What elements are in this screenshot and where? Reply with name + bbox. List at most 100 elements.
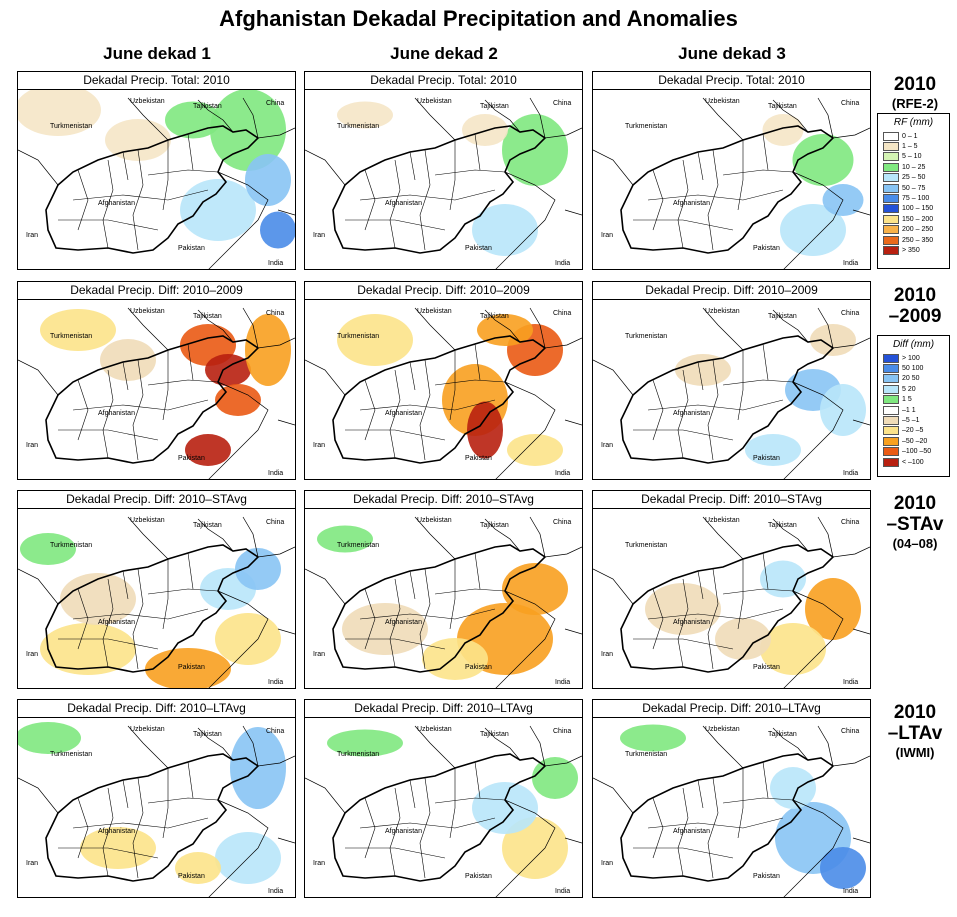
legend-label: 150 – 200 bbox=[902, 215, 934, 223]
country-label-tajikistan: Tajikistan bbox=[768, 313, 797, 320]
afghanistan-border bbox=[332, 544, 547, 673]
province-boundary bbox=[697, 361, 704, 391]
country-label-afghanistan: Afghanistan bbox=[673, 828, 710, 835]
legend-item: < –100 bbox=[878, 457, 949, 467]
province-boundary bbox=[409, 570, 416, 600]
precipitation-area bbox=[472, 782, 538, 834]
province-boundary bbox=[434, 379, 506, 386]
province-boundary bbox=[102, 159, 114, 249]
country-label-china: China bbox=[841, 310, 859, 317]
legend-item: –50 –20 bbox=[878, 436, 949, 446]
country-label-afghanistan: Afghanistan bbox=[98, 619, 135, 626]
country-border bbox=[414, 97, 456, 141]
afghanistan-border bbox=[332, 753, 547, 882]
province-boundary bbox=[187, 343, 194, 381]
difference-legend-title: Diff (mm) bbox=[892, 339, 935, 350]
country-label-pakistan: Pakistan bbox=[178, 664, 205, 671]
province-boundary bbox=[737, 559, 744, 630]
country-label-turkmenistan: Turkmenistan bbox=[337, 123, 379, 130]
province-boundary bbox=[72, 189, 209, 201]
country-label-india: India bbox=[843, 679, 858, 686]
precipitation-map: Uzbekistan Tajikistan China Turkmenistan Afg… bbox=[18, 722, 295, 897]
row-label-line: –LTAv bbox=[887, 723, 943, 744]
map-panel: Dekadal Precip. Diff: 2010–STAvg Uzbekist… bbox=[17, 490, 296, 689]
province-boundary bbox=[162, 140, 169, 211]
precipitation-map: Uzbekistan Tajikistan China Turkmenistan Afg… bbox=[18, 90, 295, 269]
country-label-china: China bbox=[266, 310, 284, 317]
afghanistan-border bbox=[620, 753, 835, 882]
country-border bbox=[783, 590, 844, 688]
legend-label: –100 –50 bbox=[902, 448, 932, 456]
country-label-afghanistan: Afghanistan bbox=[98, 200, 135, 207]
legend-swatch bbox=[883, 426, 899, 436]
country-label-iran: Iran bbox=[26, 442, 38, 449]
province-boundary bbox=[707, 149, 719, 251]
province-boundary bbox=[122, 779, 129, 809]
country-label-turkmenistan: Turkmenistan bbox=[337, 333, 379, 340]
precipitation-area bbox=[60, 573, 136, 625]
province-boundary bbox=[434, 169, 506, 176]
country-border bbox=[305, 777, 346, 814]
province-boundary bbox=[102, 369, 114, 459]
country-border bbox=[772, 99, 809, 133]
map-panel: Dekadal Precip. Total: 2010 Uzbekistan Taj… bbox=[592, 71, 871, 270]
legend-label: 0 – 1 bbox=[902, 132, 918, 140]
row-label-line: –2009 bbox=[888, 306, 942, 327]
precipitation-map: Uzbekistan Tajikistan China Turkmenistan Afg… bbox=[593, 307, 870, 479]
country-label-india: India bbox=[843, 260, 858, 267]
country-label-china: China bbox=[841, 728, 859, 735]
panel-title: Dekadal Precip. Total: 2010 bbox=[18, 72, 295, 90]
precipitation-area bbox=[645, 583, 721, 635]
country-border bbox=[305, 359, 346, 396]
precipitation-area bbox=[230, 727, 286, 809]
legend-swatch bbox=[883, 245, 899, 255]
row-label-source: (IWMI) bbox=[895, 745, 935, 760]
country-label-pakistan: Pakistan bbox=[465, 455, 492, 462]
country-label-uzbekistan: Uzbekistan bbox=[417, 517, 452, 524]
country-label-china: China bbox=[841, 519, 859, 526]
country-border bbox=[127, 725, 169, 769]
precipitation-area bbox=[620, 724, 686, 752]
legend-label: 25 – 50 bbox=[902, 174, 926, 182]
country-border bbox=[564, 209, 582, 216]
country-border bbox=[484, 309, 521, 343]
province-boundary bbox=[72, 399, 209, 411]
legend-label: 50 100 bbox=[902, 365, 924, 373]
precipitation-area bbox=[105, 119, 171, 161]
legend-swatch bbox=[883, 374, 899, 384]
province-boundary bbox=[697, 779, 704, 809]
country-label-uzbekistan: Uzbekistan bbox=[417, 726, 452, 733]
country-border bbox=[564, 419, 582, 426]
precipitation-area bbox=[342, 603, 428, 655]
country-label-turkmenistan: Turkmenistan bbox=[625, 542, 667, 549]
province-boundary bbox=[147, 169, 219, 176]
country-label-iran: Iran bbox=[313, 442, 325, 449]
country-label-tajikistan: Tajikistan bbox=[768, 731, 797, 738]
province-boundary bbox=[132, 568, 144, 670]
legend-swatch bbox=[883, 235, 899, 245]
province-boundary bbox=[132, 359, 144, 461]
legend-swatch bbox=[883, 416, 899, 426]
country-border bbox=[852, 209, 870, 216]
country-border bbox=[18, 777, 59, 814]
legend-label: –20 –5 bbox=[902, 427, 924, 435]
row-label-line: 2010 bbox=[893, 493, 937, 514]
precipitation-map: Uzbekistan Tajikistan China Turkmenistan Afg… bbox=[593, 97, 870, 269]
province-boundary bbox=[364, 797, 376, 859]
province-boundary bbox=[345, 847, 446, 859]
province-boundary bbox=[737, 768, 744, 839]
province-boundary bbox=[762, 552, 769, 590]
rainfall-legend: RF (mm) 0 – 1 1 – 5 5 – 10 10 – 25 25 – 50 50… bbox=[877, 113, 950, 269]
precipitation-area bbox=[327, 729, 403, 757]
precipitation-area bbox=[185, 434, 231, 466]
country-border bbox=[277, 837, 295, 844]
province-boundary bbox=[474, 133, 481, 171]
country-label-iran: Iran bbox=[601, 232, 613, 239]
country-border bbox=[208, 590, 269, 688]
legend-swatch bbox=[883, 162, 899, 172]
legend-label: 5 20 bbox=[902, 385, 916, 393]
precipitation-area bbox=[100, 339, 156, 381]
precipitation-area bbox=[467, 401, 503, 459]
precipitation-area bbox=[317, 525, 373, 553]
precipitation-map: Uzbekistan Tajikistan China Turkmenistan Afg… bbox=[593, 516, 870, 688]
